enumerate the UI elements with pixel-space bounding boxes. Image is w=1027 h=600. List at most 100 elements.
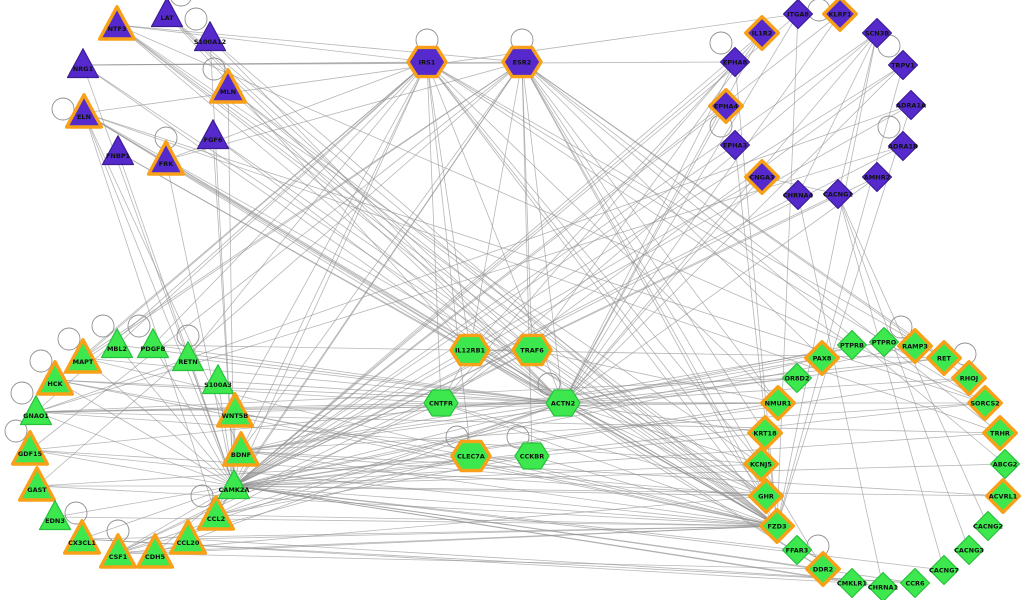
node-GAST[interactable]: GAST (17, 466, 57, 502)
node-RAMP3[interactable]: RAMP3 (897, 328, 933, 364)
node-TRPV1[interactable]: TRPV1 (887, 49, 919, 81)
node-EPHA4[interactable]: EPHA4 (708, 88, 744, 124)
node-CACNG1[interactable]: CACNG1 (822, 178, 853, 210)
edge-TRAF6-NMUR1 (531, 349, 779, 404)
node-GNAO1[interactable]: GNAO1 (19, 395, 53, 426)
node-S100A12[interactable]: S100A12 (194, 21, 226, 52)
node-label: CACNG2 (973, 523, 1003, 531)
node-PTPRO[interactable]: PTPRO (868, 326, 900, 358)
node-label: CACNG3 (954, 547, 984, 555)
edge-CAMK2A-ACTN2 (233, 402, 564, 487)
node-label: LAT (160, 14, 174, 22)
node-BDNF[interactable]: BDNF (221, 431, 261, 467)
node-RET[interactable]: RET (926, 340, 962, 376)
node-WNT5B[interactable]: WNT5B (215, 392, 255, 428)
node-FNBP1[interactable]: FNBP1 (101, 135, 135, 166)
node-LAT[interactable]: LAT (150, 0, 184, 28)
edge-SCN3B-CHRNA4 (797, 32, 878, 196)
node-TRHR[interactable]: TRHR (982, 415, 1018, 451)
node-CCKBR[interactable]: CCKBR (514, 442, 550, 470)
node-CLEC7A[interactable]: CLEC7A (450, 439, 492, 473)
node-RHOJ[interactable]: RHOJ (951, 360, 987, 396)
node-IL12RB1[interactable]: IL12RB1 (449, 333, 491, 367)
node-FFAR3[interactable]: FFAR3 (781, 534, 813, 566)
node-IL1R2[interactable]: IL1R2 (744, 15, 780, 51)
node-KRT18[interactable]: KRT18 (747, 415, 783, 451)
node-EDN3[interactable]: EDN3 (38, 500, 72, 531)
node-CACNG2[interactable]: CACNG2 (972, 510, 1004, 542)
node-CSF1[interactable]: CSF1 (98, 533, 138, 569)
node-FGF6[interactable]: FGF6 (196, 119, 230, 150)
node-label: CACNG7 (929, 567, 959, 575)
node-DDR2[interactable]: DDR2 (805, 551, 841, 587)
node-ABCG2[interactable]: ABCG2 (989, 448, 1021, 480)
node-CNTFR[interactable]: CNTFR (423, 389, 459, 417)
edge-KLRF1-ACTN2 (562, 13, 841, 404)
node-KCNJ5[interactable]: KCNJ5 (743, 446, 779, 482)
node-CHRNA4[interactable]: CHRNA4 (783, 179, 814, 211)
node-OR8D2[interactable]: OR8D2 (781, 362, 813, 394)
node-CX3CL1[interactable]: CX3CL1 (62, 519, 102, 555)
node-HCK[interactable]: HCK (35, 360, 75, 396)
edge-GHR-GDF15 (29, 449, 767, 497)
node-label: RETN (178, 358, 197, 366)
diamond-shape (887, 130, 919, 162)
node-NMUR1[interactable]: NMUR1 (760, 385, 796, 421)
node-SCN3B[interactable]: SCN3B (861, 17, 893, 49)
node-MAPT[interactable]: MAPT (63, 338, 103, 374)
node-MBL2[interactable]: MBL2 (100, 328, 134, 359)
node-CNGA3[interactable]: CNGA3 (744, 159, 780, 195)
node-label: CCL20 (177, 539, 200, 547)
node-ACTN2[interactable]: ACTN2 (545, 389, 581, 417)
edge-S100A12-FZD3 (209, 37, 778, 527)
node-RETN[interactable]: RETN (171, 341, 205, 372)
node-SORCS2[interactable]: SORCS2 (967, 385, 1003, 421)
node-ACVRL1[interactable]: ACVRL1 (985, 478, 1021, 514)
node-S100A3[interactable]: S100A3 (201, 364, 235, 395)
node-CAMK2A[interactable]: CAMK2A (217, 469, 251, 500)
node-CACNG7[interactable]: CACNG7 (928, 554, 960, 586)
node-CMKLR1[interactable]: CMKLR1 (836, 567, 867, 599)
node-FZD3[interactable]: FZD3 (759, 508, 795, 544)
diamond-shape (760, 385, 796, 421)
node-ELN[interactable]: ELN (64, 93, 104, 129)
node-PTPRB[interactable]: PTPRB (836, 329, 868, 361)
edge-IL1R2-IL12RB1 (469, 32, 763, 351)
triangle-shape (150, 0, 184, 28)
node-GHR[interactable]: GHR (748, 478, 784, 514)
node-ADRA1B[interactable]: ADRA1B (887, 130, 919, 162)
node-label: EDN3 (45, 517, 65, 525)
edge-FRK-CAMK2A (165, 159, 235, 487)
node-TRAF6[interactable]: TRAF6 (511, 333, 553, 367)
triangle-shape (97, 5, 137, 41)
node-ITGA8[interactable]: ITGA8 (782, 0, 814, 30)
node-PDGFB[interactable]: PDGFB (136, 328, 170, 359)
node-PAX8[interactable]: PAX8 (804, 340, 840, 376)
node-NRG1[interactable]: NRG1 (66, 48, 100, 79)
node-CHRNA1[interactable]: CHRNA1 (868, 571, 899, 600)
node-MLN[interactable]: MLN (208, 68, 248, 104)
self-loop-GNAO1 (10, 381, 34, 405)
node-ADRA1A[interactable]: ADRA1A (895, 89, 927, 121)
node-NTF3[interactable]: NTF3 (97, 5, 137, 41)
node-CCL2[interactable]: CCL2 (196, 495, 236, 531)
node-label: IL1R2 (752, 30, 773, 38)
edge-ITGA8-FZD3 (776, 13, 799, 527)
node-GDF15[interactable]: GDF15 (10, 430, 50, 466)
node-IRS1[interactable]: IRS1 (406, 45, 448, 79)
edge-CAMK2A-MBL2 (116, 344, 235, 487)
node-CDH5[interactable]: CDH5 (135, 533, 175, 569)
node-AMHR2[interactable]: AMHR2 (861, 161, 893, 193)
node-CACNG3[interactable]: CACNG3 (953, 534, 985, 566)
node-EPHA8[interactable]: EPHA8 (719, 46, 751, 78)
node-EPHA3[interactable]: EPHA3 (719, 129, 751, 161)
edges-layer (29, 13, 1006, 588)
node-FRK[interactable]: FRK (146, 140, 186, 176)
node-CCR6[interactable]: CCR6 (899, 567, 931, 599)
node-CCL20[interactable]: CCL20 (168, 519, 208, 555)
node-KLRF1[interactable]: KLRF1 (822, 0, 858, 32)
edge-ACTN2-RETN (187, 357, 564, 404)
node-ESR2[interactable]: ESR2 (501, 45, 543, 79)
